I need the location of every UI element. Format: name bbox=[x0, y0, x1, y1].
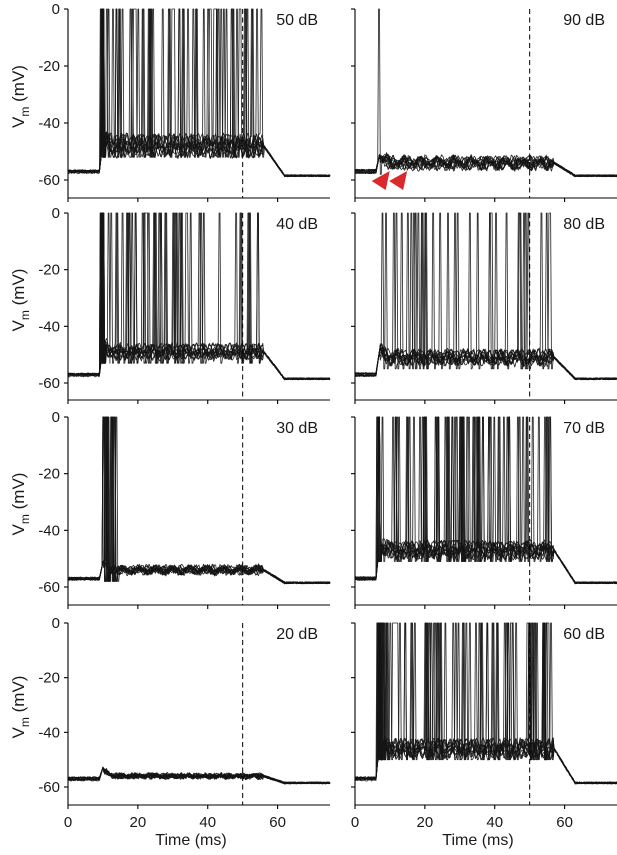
x-axis-label: Time (ms) bbox=[442, 832, 513, 849]
y-tick-label: -60 bbox=[38, 779, 60, 796]
y-tick-label: 0 bbox=[52, 205, 60, 222]
level-label: 90 dB bbox=[563, 12, 605, 29]
y-tick-label: -40 bbox=[38, 522, 60, 539]
level-label: 80 dB bbox=[563, 216, 605, 233]
y-tick-label: -40 bbox=[38, 724, 60, 741]
red-arrowhead bbox=[371, 171, 390, 190]
y-tick-label: -40 bbox=[38, 115, 60, 132]
voltage-trace bbox=[354, 8, 617, 178]
x-tick-label: 60 bbox=[556, 814, 573, 831]
y-tick-label: -20 bbox=[38, 58, 60, 75]
y-axis-label: Vm (mV) bbox=[9, 269, 32, 332]
level-label: 50 dB bbox=[276, 12, 318, 29]
y-axis-label: Vm (mV) bbox=[9, 65, 32, 128]
panel-1: 0 -20 -40 -60 50 dB Vm (mV) bbox=[9, 1, 331, 202]
y-axis-label: Vm (mV) bbox=[9, 473, 32, 536]
level-label: 20 dB bbox=[276, 626, 318, 643]
voltage-trace bbox=[354, 622, 617, 785]
x-tick-label: 20 bbox=[417, 814, 434, 831]
y-tick-label: -20 bbox=[38, 466, 60, 483]
voltage-trace bbox=[354, 622, 617, 785]
voltage-trace bbox=[67, 8, 331, 178]
y-tick-label: 0 bbox=[52, 615, 60, 632]
voltage-trace bbox=[354, 416, 617, 585]
x-tick-label: 40 bbox=[199, 814, 216, 831]
y-tick-label: -20 bbox=[38, 670, 60, 687]
y-tick-label: -60 bbox=[38, 579, 60, 596]
voltage-trace bbox=[67, 8, 331, 178]
y-tick-label: -60 bbox=[38, 375, 60, 392]
x-axis-label: Time (ms) bbox=[155, 832, 226, 849]
y-tick-label: 0 bbox=[52, 1, 60, 18]
voltage-trace bbox=[355, 416, 617, 585]
x-tick-label: 20 bbox=[130, 814, 147, 831]
y-tick-label: -20 bbox=[38, 262, 60, 279]
y-tick-label: -60 bbox=[38, 172, 60, 189]
voltage-trace bbox=[354, 416, 617, 585]
y-tick-label: -40 bbox=[38, 318, 60, 335]
voltage-trace bbox=[67, 767, 331, 785]
panel-7: 0 -20 -40 -60 0 20 40 60 20 dB Vm (mV) Time (ms) bbox=[9, 615, 331, 849]
panel-4: 80 dB bbox=[351, 212, 617, 404]
x-tick-label: 0 bbox=[64, 814, 72, 831]
level-label: 60 dB bbox=[563, 626, 605, 643]
level-label: 70 dB bbox=[563, 420, 605, 437]
voltage-trace bbox=[67, 212, 331, 381]
voltage-trace bbox=[354, 212, 617, 381]
y-axis-label: Vm (mV) bbox=[9, 676, 32, 739]
voltage-trace bbox=[67, 416, 331, 585]
x-tick-label: 60 bbox=[269, 814, 286, 831]
level-label: 30 dB bbox=[276, 420, 318, 437]
y-tick-label: 0 bbox=[52, 409, 60, 426]
level-label: 40 dB bbox=[276, 216, 318, 233]
voltage-trace bbox=[67, 766, 331, 785]
voltage-trace bbox=[354, 153, 617, 178]
voltage-trace bbox=[355, 212, 617, 381]
panel-8: 0 20 40 60 60 dB Time (ms) bbox=[351, 622, 617, 849]
panel-6: 70 dB bbox=[351, 416, 617, 609]
panel-3: 0 -20 -40 -60 40 dB Vm (mV) bbox=[9, 205, 331, 404]
red-arrowhead bbox=[389, 171, 408, 190]
voltage-trace bbox=[354, 154, 617, 178]
panel-5: 0 -20 -40 -60 30 dB Vm (mV) bbox=[9, 409, 331, 609]
x-tick-label: 0 bbox=[351, 814, 359, 831]
voltage-trace bbox=[68, 416, 331, 585]
voltage-trace bbox=[67, 416, 331, 585]
x-tick-label: 40 bbox=[486, 814, 503, 831]
panel-2: 90 dB bbox=[351, 8, 617, 202]
